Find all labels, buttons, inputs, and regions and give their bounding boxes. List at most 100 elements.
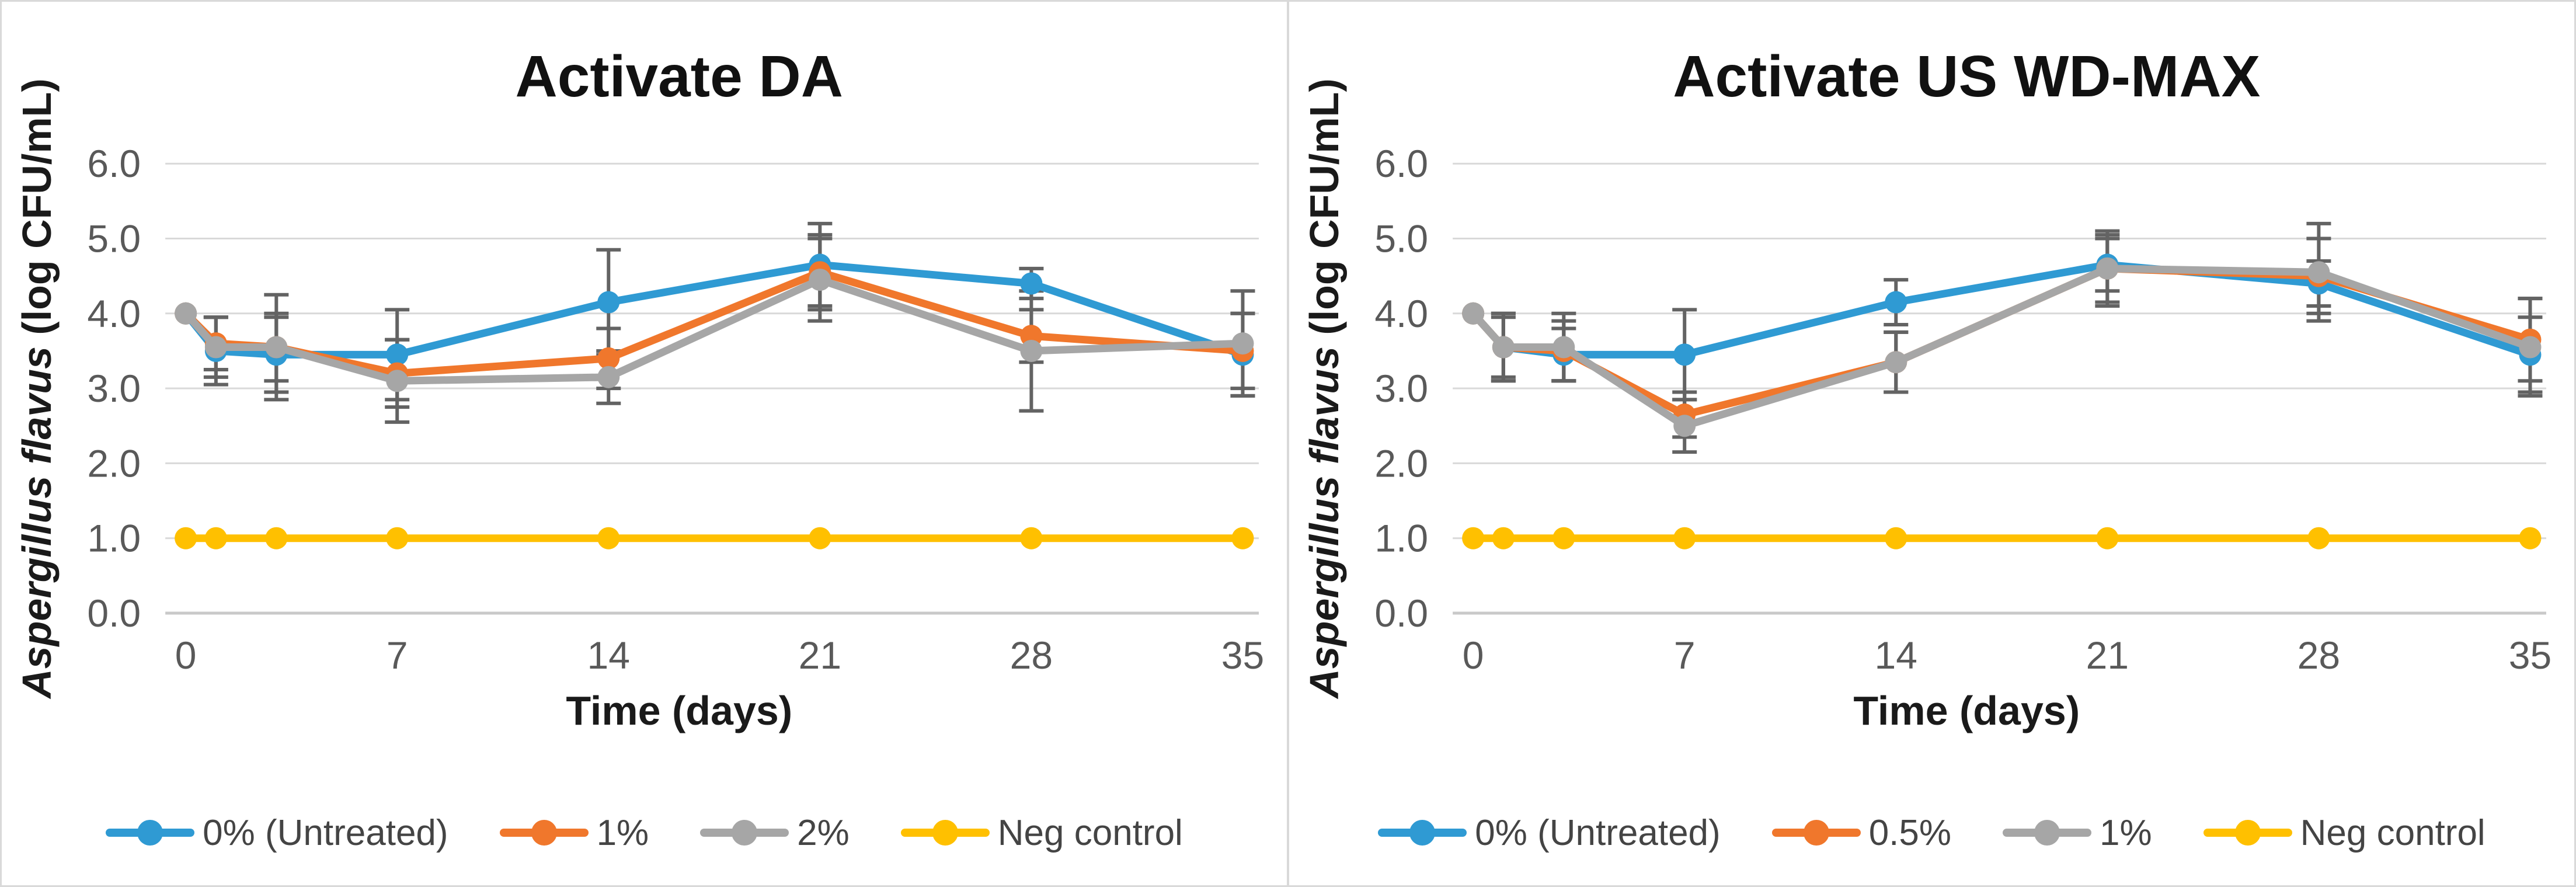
data-point-0% (Untreated) <box>1673 343 1696 366</box>
legend-marker-icon <box>499 820 589 846</box>
x-tick-label: 14 <box>587 634 630 677</box>
x-tick-label: 0 <box>1463 634 1484 677</box>
data-point-0% (Untreated) <box>1885 291 1907 314</box>
x-axis-label: Time (days) <box>566 688 792 733</box>
legend-marker-icon <box>2003 820 2092 846</box>
data-point-2% <box>386 370 409 392</box>
data-point-0% (Untreated) <box>1020 272 1043 295</box>
y-tick-label: 0.0 <box>87 592 141 635</box>
legend-marker-icon <box>1378 820 1467 846</box>
chart-title: Activate DA <box>516 44 844 109</box>
legend-item: 0% (Untreated) <box>1378 812 1721 854</box>
y-tick-label: 6.0 <box>87 142 141 185</box>
data-point-Neg control <box>1673 527 1696 549</box>
data-point-2% <box>1231 332 1254 355</box>
data-point-Neg control <box>1020 527 1043 549</box>
legend-label: 1% <box>2100 812 2152 853</box>
y-tick-label: 6.0 <box>1374 142 1428 185</box>
data-point-Neg control <box>386 527 409 549</box>
legend-marker-icon <box>2203 820 2292 846</box>
data-point-2% <box>809 269 831 291</box>
y-axis-label: Aspergillus flavus (log CFU/mL) <box>14 78 60 700</box>
data-point-1% <box>1885 351 1907 374</box>
data-point-Neg control <box>2519 527 2542 549</box>
y-tick-label: 3.0 <box>1374 367 1428 410</box>
legend-label: Neg control <box>997 812 1183 853</box>
data-point-Neg control <box>1492 527 1515 549</box>
data-point-1% <box>1492 336 1515 359</box>
x-tick-label: 14 <box>1875 634 1917 677</box>
x-tick-label: 35 <box>2509 634 2551 677</box>
y-tick-label: 4.0 <box>87 292 141 335</box>
data-point-Neg control <box>1231 527 1254 549</box>
data-point-Neg control <box>1552 527 1575 549</box>
legend-label: 1% <box>596 812 649 853</box>
y-tick-label: 1.0 <box>1374 517 1428 560</box>
legend-label: 2% <box>797 812 850 853</box>
chart-title: Activate US WD-MAX <box>1673 44 2260 109</box>
data-point-Neg control <box>1462 527 1485 549</box>
data-point-Neg control <box>809 527 831 549</box>
data-point-1% <box>2519 336 2542 359</box>
legend-item: Neg control <box>2203 812 2486 854</box>
x-tick-label: 28 <box>2297 634 2340 677</box>
legend-item: 0.5% <box>1771 812 1952 854</box>
y-tick-label: 2.0 <box>1374 441 1428 485</box>
y-tick-label: 5.0 <box>1374 217 1428 260</box>
data-point-2% <box>1020 339 1043 362</box>
x-tick-label: 0 <box>175 634 197 677</box>
legend-item: 1% <box>2003 812 2152 854</box>
data-point-2% <box>597 366 620 388</box>
chart-panel-activate-da: 6.0 5.0 4.0 3.0 2.0 1.0 0.0 0 7 14 21 28 35 Activate … <box>2 2 1287 885</box>
legend-item: 0% (Untreated) <box>106 812 448 854</box>
legend-label: 0% (Untreated) <box>1475 812 1721 853</box>
data-point-1% <box>1552 336 1575 359</box>
data-point-Neg control <box>175 527 197 549</box>
data-point-0% (Untreated) <box>597 291 620 314</box>
legend-item: 1% <box>499 812 649 854</box>
y-tick-label: 3.0 <box>87 367 141 410</box>
y-axis-label: Aspergillus flavus (log CFU/mL) <box>1301 78 1347 700</box>
data-point-Neg control <box>2096 527 2119 549</box>
x-tick-label: 21 <box>2086 634 2129 677</box>
data-point-2% <box>265 336 288 359</box>
x-tick-label: 35 <box>1221 634 1264 677</box>
series-line-0% (Untreated) <box>1469 260 2534 359</box>
y-tick-label: 5.0 <box>87 217 141 260</box>
panel-divider <box>1287 2 1289 885</box>
y-tick-label: 4.0 <box>1374 292 1428 335</box>
series-line-2% <box>182 276 1247 385</box>
data-point-Neg control <box>597 527 620 549</box>
legend-marker-icon <box>700 820 789 846</box>
data-point-1% <box>1673 415 1696 437</box>
line-chart-activate-us-wd-max: 6.0 5.0 4.0 3.0 2.0 1.0 0.0 0 7 14 21 28 35 Activate … <box>1301 44 2551 733</box>
series-line-1% <box>182 268 1247 377</box>
chart-panel-activate-us-wd-max: 6.0 5.0 4.0 3.0 2.0 1.0 0.0 0 7 14 21 28 35 Activate … <box>1289 2 2574 885</box>
data-point-Neg control <box>204 527 227 549</box>
legend-marker-icon <box>106 820 195 846</box>
legend-item: 2% <box>700 812 850 854</box>
x-tick-label: 7 <box>1674 634 1696 677</box>
y-tick-label: 1.0 <box>87 517 141 560</box>
legend-label: 0% (Untreated) <box>203 812 448 853</box>
y-tick-label: 2.0 <box>87 441 141 485</box>
legend: 0% (Untreated) 1% 2% Neg control <box>2 801 1287 865</box>
data-point-1% <box>2096 257 2119 280</box>
legend-label: 0.5% <box>1868 812 1952 853</box>
legend-marker-icon <box>1771 820 1861 846</box>
legend-item: Neg control <box>900 812 1183 854</box>
series-line-1% <box>1469 265 2534 430</box>
line-chart-activate-da: 6.0 5.0 4.0 3.0 2.0 1.0 0.0 0 7 14 21 28 35 Activate … <box>14 44 1264 733</box>
legend-marker-icon <box>900 820 990 846</box>
legend-label: Neg control <box>2300 812 2486 853</box>
data-point-Neg control <box>265 527 288 549</box>
x-tick-label: 28 <box>1010 634 1053 677</box>
legend: 0% (Untreated) 0.5% 1% Neg control <box>1289 801 2574 865</box>
data-point-1% <box>597 347 620 370</box>
data-point-Neg control <box>1885 527 1907 549</box>
data-point-2% <box>175 302 197 325</box>
x-tick-label: 7 <box>387 634 408 677</box>
data-point-0% (Untreated) <box>386 343 409 366</box>
data-point-1% <box>2307 261 2330 284</box>
